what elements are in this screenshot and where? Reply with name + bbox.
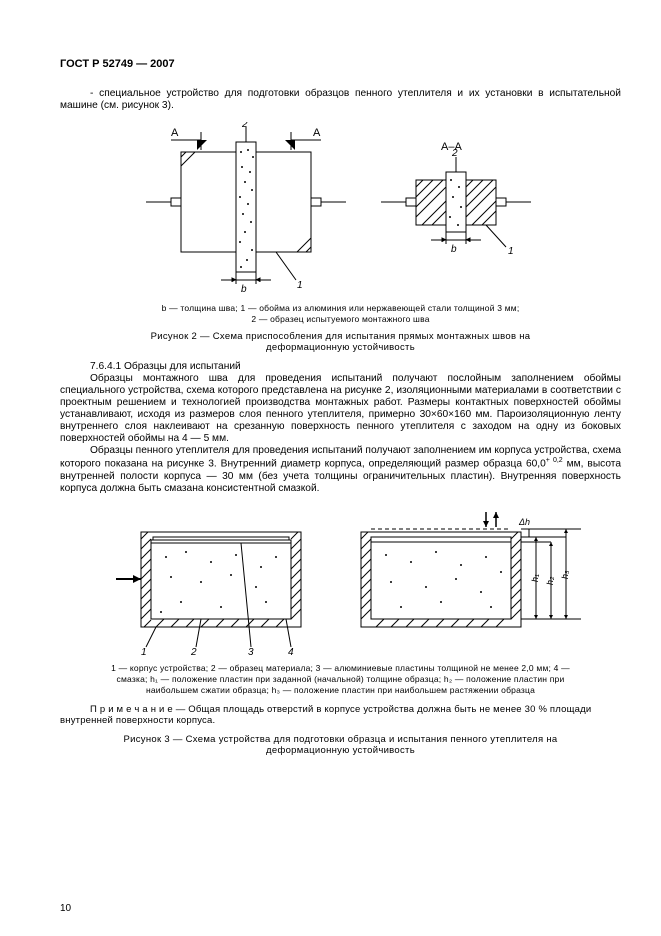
para-2-sup: + 0,2	[546, 457, 563, 464]
label-1-right: 1	[508, 246, 514, 257]
fig3-n2: 2	[190, 647, 197, 657]
label-2-right: 2	[451, 148, 458, 159]
fig3-n3: 3	[248, 647, 254, 657]
figure-3-caption: Рисунок 3 — Схема устройства для подгото…	[111, 734, 571, 756]
label-b-left: b	[241, 284, 247, 295]
figure-3-legend: 1 — корпус устройства; 2 — образец матер…	[106, 663, 576, 696]
para-2: Образцы пенного утеплителя для проведени…	[60, 445, 621, 495]
fig3-h2: h₂	[545, 576, 555, 585]
doc-header: ГОСТ Р 52749 — 2007	[60, 58, 621, 70]
label-2-left: 2	[241, 122, 248, 130]
fig3-n4: 4	[288, 647, 294, 657]
label-a-right: А	[313, 127, 321, 139]
figure-2-legend: b — толщина шва; 1 — обойма из алюминия …	[106, 303, 576, 325]
figure-3-svg: 1 2 3 4 h₁ h₂ h₃ Δh	[91, 507, 591, 657]
fig3-n1: 1	[141, 647, 147, 657]
fig3-h3: h₃	[560, 570, 570, 579]
page-number: 10	[60, 903, 71, 914]
label-b-right: b	[451, 244, 457, 255]
figure-2-svg: А А А–А 2 1 b 2 1 b	[111, 122, 571, 297]
note-text: П р и м е ч а н и е — Общая площадь отве…	[60, 704, 621, 726]
figure-2-caption: Рисунок 2 — Схема приспособления для исп…	[111, 331, 571, 353]
figure-2: А А А–А 2 1 b 2 1 b	[60, 122, 621, 297]
label-1-left: 1	[297, 280, 303, 291]
label-a-left: А	[171, 127, 179, 139]
intro-text: - специальное устройство для подготовки …	[60, 88, 621, 112]
fig3-dh: Δh	[518, 517, 530, 527]
para-1: Образцы монтажного шва для проведения ис…	[60, 373, 621, 445]
para-2a: Образцы пенного утеплителя для проведени…	[60, 445, 621, 469]
section-head: 7.6.4.1 Образцы для испытаний	[60, 361, 621, 372]
fig3-h1: h₁	[530, 574, 540, 582]
figure-3: 1 2 3 4 h₁ h₂ h₃ Δh	[60, 507, 621, 657]
page: ГОСТ Р 52749 — 2007 - специальное устрой…	[0, 0, 661, 936]
